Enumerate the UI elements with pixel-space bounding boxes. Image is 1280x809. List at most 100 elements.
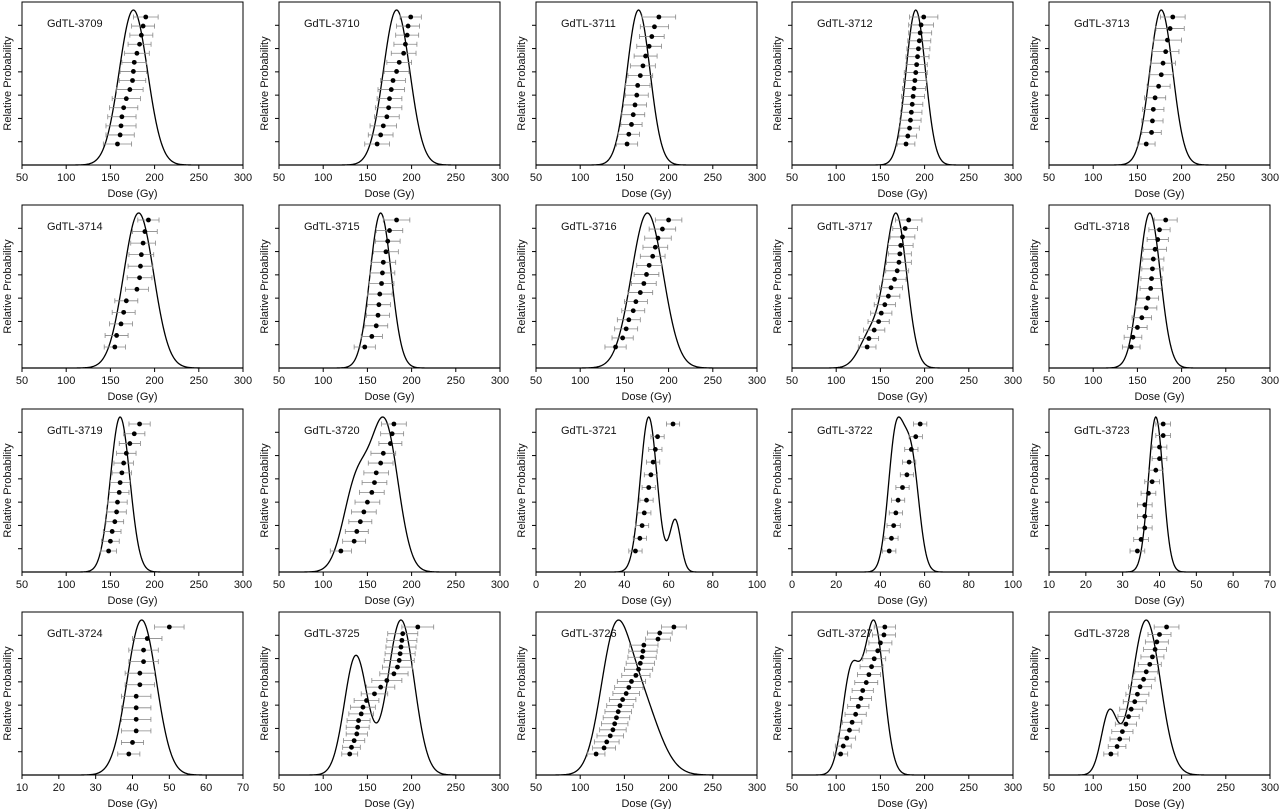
- plot-frame: [1048, 204, 1271, 369]
- dose-point: [635, 82, 641, 88]
- dose-point: [905, 133, 911, 139]
- x-tick-label: 40: [1153, 579, 1165, 591]
- dose-point: [372, 480, 377, 486]
- x-axis-label: Dose (Gy): [621, 595, 671, 607]
- dose-point: [1146, 490, 1151, 496]
- panel-title: GdTL-3724: [47, 628, 103, 640]
- dose-point: [902, 226, 908, 231]
- dose-point: [1139, 315, 1145, 321]
- x-tick-label: 150: [1128, 172, 1146, 184]
- x-tick-label: 50: [1043, 375, 1055, 387]
- y-axis-label: Relative Probability: [259, 239, 271, 334]
- panel-title: GdTL-3721: [561, 425, 617, 437]
- dose-point: [860, 688, 866, 693]
- dose-point: [844, 735, 850, 741]
- x-tick-label: 200: [145, 172, 163, 184]
- dose-point: [375, 312, 381, 318]
- dose-point: [615, 709, 621, 715]
- x-tick-label: 250: [960, 172, 978, 184]
- x-tick-label: 300: [748, 782, 766, 794]
- dose-point: [847, 727, 852, 733]
- dose-point: [1150, 654, 1155, 660]
- dose-point: [376, 302, 382, 308]
- dose-point: [646, 262, 652, 268]
- dose-point: [650, 253, 656, 259]
- x-tick-label: 200: [915, 375, 933, 387]
- dose-point: [613, 344, 618, 350]
- dose-point: [1157, 227, 1162, 233]
- x-tick-label: 50: [273, 579, 285, 591]
- y-axis-label: Relative Probability: [516, 646, 528, 741]
- dose-point: [138, 32, 144, 38]
- dose-point: [1152, 647, 1158, 652]
- x-tick-label: 150: [871, 172, 889, 184]
- x-tick-label: 250: [190, 172, 208, 184]
- panel-title: GdTL-3728: [1074, 628, 1130, 640]
- dose-point: [380, 123, 386, 129]
- x-tick-label: 300: [1004, 375, 1022, 387]
- dose-point: [891, 523, 897, 528]
- dose-point: [138, 252, 144, 258]
- dose-point: [398, 644, 404, 650]
- dose-point: [397, 651, 403, 657]
- y-axis-label: Relative Probability: [772, 36, 784, 131]
- y-axis-label: Relative Probability: [2, 239, 14, 334]
- dose-point: [108, 538, 113, 544]
- x-tick-label: 300: [491, 172, 509, 184]
- panel-title: GdTL-3726: [561, 628, 617, 640]
- dose-point: [112, 519, 118, 525]
- y-axis-label: Relative Probability: [1029, 443, 1041, 538]
- y-axis-label: Relative Probability: [516, 36, 528, 131]
- dose-point: [1130, 334, 1136, 340]
- dose-point: [1119, 729, 1125, 734]
- dose-point: [913, 434, 919, 440]
- y-axis-label: Relative Probability: [516, 239, 528, 334]
- plot-frame: [791, 611, 1014, 776]
- panel-3: 50 100 150 200 250 300 Dose (Gy) Relative Proba…: [516, 1, 766, 200]
- panel-title: GdTL-3718: [1074, 221, 1130, 233]
- dose-point: [637, 660, 643, 666]
- dose-point: [652, 24, 657, 30]
- dose-point: [655, 636, 661, 642]
- panel-title: GdTL-3727: [817, 628, 873, 640]
- dose-point: [112, 344, 118, 350]
- plot-frame: [791, 408, 1014, 573]
- x-tick-label: 200: [145, 375, 163, 387]
- x-axis-label: Dose (Gy): [1134, 595, 1184, 607]
- x-tick-label: 100: [827, 375, 845, 387]
- dose-point: [121, 460, 127, 466]
- panel-title: GdTL-3715: [304, 221, 360, 233]
- x-tick-label: 300: [234, 375, 252, 387]
- dose-point: [387, 228, 392, 233]
- x-tick-label: 70: [1264, 579, 1276, 591]
- dose-point: [1150, 266, 1155, 272]
- dose-point: [1142, 502, 1148, 508]
- plot-frame: [278, 408, 501, 573]
- x-axis-label: Dose (Gy): [364, 798, 414, 809]
- y-axis-label: Relative Probability: [2, 646, 14, 741]
- x-tick-label: 80: [707, 579, 719, 591]
- dose-point: [1126, 714, 1131, 720]
- dose-point: [1135, 548, 1140, 554]
- x-tick-label: 150: [871, 782, 889, 794]
- panel-title: GdTL-3711: [561, 18, 616, 30]
- dose-point: [1149, 276, 1154, 282]
- dose-point: [143, 14, 149, 20]
- x-tick-label: 150: [358, 579, 376, 591]
- dose-point: [624, 141, 630, 147]
- dose-point: [657, 630, 663, 636]
- x-axis-label: Dose (Gy): [621, 188, 671, 200]
- x-tick-label: 10: [16, 782, 28, 794]
- dose-point: [889, 535, 894, 541]
- dose-point: [601, 745, 607, 751]
- x-tick-label: 200: [1172, 172, 1190, 184]
- x-tick-label: 250: [704, 375, 722, 387]
- dose-point: [840, 743, 846, 749]
- dose-point: [360, 704, 366, 710]
- x-tick-label: 250: [960, 782, 978, 794]
- x-tick-label: 150: [358, 172, 376, 184]
- x-tick-label: 300: [748, 172, 766, 184]
- dose-point: [876, 319, 882, 324]
- dose-point: [921, 14, 927, 20]
